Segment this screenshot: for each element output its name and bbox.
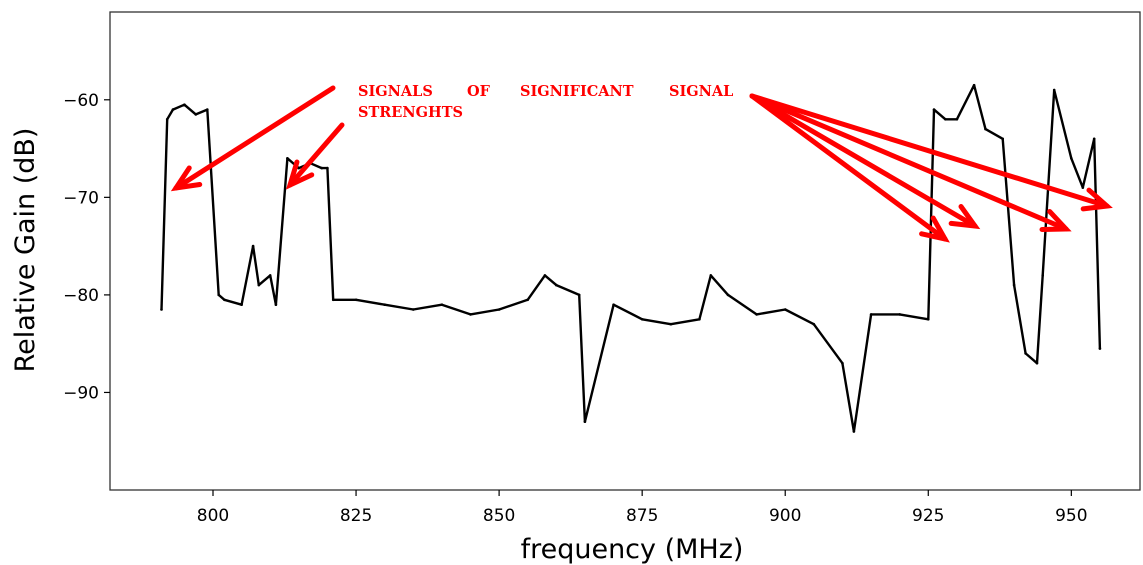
data-point	[497, 308, 501, 311]
axes: 800 825 850 875 900 925 950 −60 −70 −80 −90	[63, 11, 1141, 526]
annotation-arrows	[170, 85, 1113, 243]
x-tick-label: 825	[340, 506, 372, 526]
x-tick-label: 850	[483, 506, 515, 526]
arrow-right-1	[749, 93, 948, 242]
data-point	[1035, 361, 1039, 365]
data-point	[852, 430, 856, 433]
data-point	[160, 308, 163, 311]
data-point	[206, 108, 209, 111]
data-point	[984, 127, 987, 131]
data-point	[383, 303, 387, 307]
data-point	[526, 298, 529, 302]
data-point	[555, 283, 558, 287]
data-point	[1052, 88, 1056, 92]
data-point	[1070, 157, 1073, 160]
x-tick-label: 875	[626, 506, 658, 526]
annotation-word-signal: SIGNAL	[669, 83, 733, 100]
arrow-right-2-head	[948, 204, 981, 230]
data-point	[869, 313, 873, 316]
annotation-word-significant: SIGNIFICANT	[520, 83, 634, 100]
annotation-word-strenghts: STRENGHTS	[358, 104, 463, 121]
data-point	[194, 113, 198, 116]
arrow-right-4	[749, 93, 1110, 209]
data-point	[165, 118, 169, 121]
data-point	[440, 303, 444, 307]
series-line-0	[160, 83, 1102, 433]
arrow-right-3-head	[1039, 208, 1072, 232]
data-point	[1098, 347, 1102, 350]
data-point	[709, 274, 713, 277]
data-point	[331, 298, 335, 302]
data-point	[612, 303, 615, 307]
annotation-word-signals: SIGNALS	[358, 83, 433, 100]
data-point	[1092, 137, 1096, 141]
data-point	[783, 308, 787, 311]
data-point	[1012, 283, 1016, 287]
data-point	[251, 244, 255, 248]
y-tick-label: −90	[63, 383, 99, 403]
data-point	[171, 108, 175, 111]
arrow-left-1	[173, 85, 336, 191]
arrow-right-1-head	[919, 215, 950, 243]
data-point	[274, 303, 278, 307]
data-point	[812, 322, 816, 326]
y-tick-label: −70	[63, 188, 99, 208]
data-point	[583, 420, 587, 424]
y-axis-title: Relative Gain (dB)	[10, 128, 41, 373]
arrow-left-2	[287, 122, 345, 188]
data-point	[286, 157, 289, 160]
data-point	[240, 303, 243, 307]
data-point	[1041, 274, 1044, 277]
data-point	[320, 166, 324, 170]
annotation-word-of: OF	[467, 83, 491, 100]
data-point	[640, 318, 644, 321]
x-tick-label: 950	[1055, 506, 1087, 526]
data-point	[326, 166, 329, 170]
arrow-left-1-head	[170, 165, 203, 192]
x-axis-title: frequency (MHz)	[521, 534, 744, 565]
data-point	[932, 108, 936, 111]
data-point	[726, 293, 730, 297]
data-point	[412, 308, 415, 311]
plot-area	[160, 83, 1102, 433]
data-point	[1081, 186, 1085, 189]
data-point	[268, 274, 272, 277]
data-point	[1001, 137, 1004, 141]
y-tick-label: −80	[63, 286, 99, 306]
arrow-right-4-head	[1080, 187, 1113, 212]
arrow-right-2	[749, 93, 978, 229]
data-point	[543, 274, 547, 277]
plot-frame	[109, 11, 1141, 491]
y-tick-label: −60	[63, 91, 99, 111]
data-point	[927, 318, 930, 321]
data-point	[955, 118, 959, 121]
x-tick-label: 900	[769, 506, 801, 526]
data-point	[755, 313, 758, 316]
data-point	[223, 298, 226, 302]
data-point	[841, 361, 844, 365]
data-point	[698, 318, 701, 321]
data-point	[257, 283, 261, 287]
x-tick-label: 925	[912, 506, 944, 526]
data-point	[469, 313, 472, 316]
annotation-text: SIGNALS OF SIGNIFICANT SIGNAL STRENGHTS	[358, 83, 733, 121]
data-point	[297, 166, 301, 170]
data-point	[1024, 352, 1027, 355]
data-point	[669, 322, 673, 326]
data-point	[217, 293, 220, 297]
data-point	[577, 293, 581, 297]
arrow-left-2-head	[285, 159, 315, 190]
arrow-right-3	[749, 93, 1069, 232]
data-point	[183, 103, 186, 106]
data-point	[354, 298, 358, 302]
data-point	[944, 118, 947, 121]
data-point	[898, 313, 901, 316]
x-tick-label: 800	[197, 506, 229, 526]
data-point	[972, 83, 976, 87]
